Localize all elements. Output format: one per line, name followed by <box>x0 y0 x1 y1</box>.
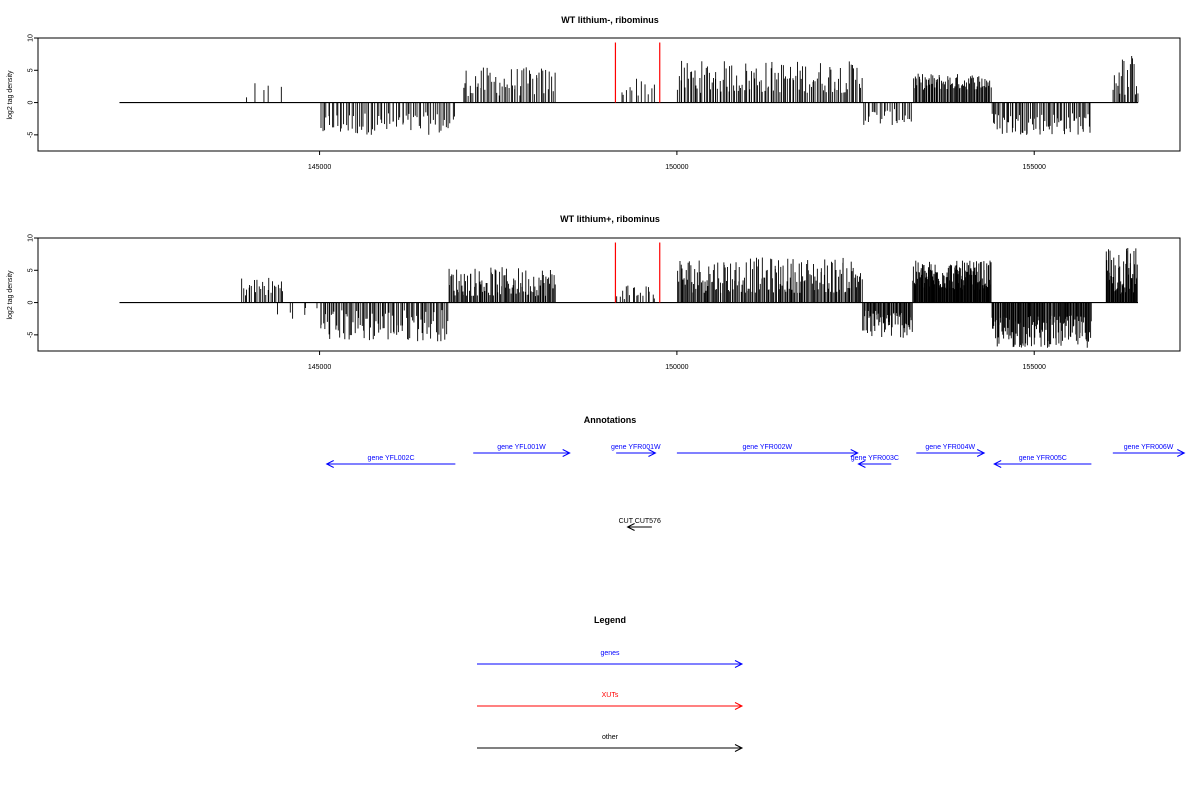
y-axis-label: log2 tag density <box>7 70 14 120</box>
x-tick-label: 145000 <box>308 164 331 171</box>
feature-label: gene YFL001W <box>497 444 546 451</box>
annotations-title: Annotations <box>584 415 637 425</box>
legend-label: XUTs <box>602 692 619 699</box>
feature-arrow <box>616 449 657 457</box>
signal-bars <box>119 42 1139 135</box>
feature-arrow <box>626 523 652 531</box>
feature-label: CUT CUT576 <box>619 518 661 525</box>
legend-item-other: other <box>477 734 744 752</box>
axis-ticks: -5 0 5 10 145000 150000 155000 <box>28 34 1047 171</box>
feature-label: gene YFR004W <box>925 444 975 451</box>
x-tick-label: 145000 <box>308 364 331 371</box>
annotation-feature: gene YFR004W <box>916 444 986 457</box>
feature-label: gene YFL002C <box>368 455 415 462</box>
y-axis-label: log2 tag density <box>7 270 14 320</box>
legend: Legend genes XUTs other <box>477 615 744 752</box>
x-tick-label: 150000 <box>665 164 688 171</box>
y-tick-label: -5 <box>28 332 35 338</box>
annotation-feature: gene YFL001W <box>473 444 571 457</box>
panel-title: WT lithium-, ribominus <box>561 15 659 25</box>
legend-label: genes <box>600 650 620 657</box>
x-tick-label: 150000 <box>665 364 688 371</box>
panel-lithium-minus: WT lithium-, ribominus log2 tag density … <box>7 15 1181 171</box>
y-tick-label: 0 <box>28 101 35 105</box>
legend-arrow-head <box>734 702 744 710</box>
arrow-head <box>1177 449 1186 457</box>
feature-label: gene YFR002W <box>742 444 792 451</box>
feature-arrow <box>857 460 892 468</box>
annotation-feature: gene YFR002W <box>676 444 859 457</box>
arrow-head <box>850 449 859 457</box>
annotation-feature: gene YFR005C <box>993 455 1092 468</box>
arrow-head <box>626 523 635 531</box>
arrow-head <box>325 460 334 468</box>
feature-label: gene YFR005C <box>1019 455 1067 462</box>
signal-bars <box>119 242 1138 348</box>
legend-title: Legend <box>594 615 626 625</box>
annotation-feature: gene YFR006W <box>1112 444 1186 457</box>
y-tick-label: -5 <box>28 132 35 138</box>
annotation-feature: gene YFR001W <box>611 444 661 457</box>
legend-arrow-head <box>734 660 744 668</box>
annotation-feature: gene YFL002C <box>325 455 456 468</box>
plot-frame <box>37 237 1181 352</box>
axis-ticks: -5 0 5 10 145000 150000 155000 <box>28 234 1047 371</box>
annotation-feature: gene YFR003C <box>851 455 899 468</box>
plot-frame <box>37 37 1181 152</box>
panel-title: WT lithium+, ribominus <box>560 214 660 224</box>
y-tick-label: 10 <box>28 234 35 242</box>
y-tick-label: 10 <box>28 34 35 42</box>
legend-item-genes: genes <box>477 650 744 668</box>
feature-arrow <box>473 449 571 457</box>
feature-arrow <box>1112 449 1186 457</box>
x-tick-label: 155000 <box>1023 364 1046 371</box>
feature-arrow <box>325 460 456 468</box>
arrow-head <box>857 460 866 468</box>
legend-item-xuts: XUTs <box>477 692 744 710</box>
annotations-track: Annotations gene YFL002C gene YFL001W gene… <box>325 415 1186 531</box>
feature-label: gene YFR006W <box>1124 444 1174 451</box>
y-tick-label: 5 <box>28 68 35 72</box>
x-tick-label: 155000 <box>1023 164 1046 171</box>
feature-arrow <box>676 449 859 457</box>
feature-label: gene YFR001W <box>611 444 661 451</box>
panel-lithium-plus: WT lithium+, ribominus log2 tag density … <box>7 214 1181 371</box>
arrow-head <box>648 449 657 457</box>
feature-arrow <box>916 449 986 457</box>
legend-arrow-head <box>734 744 744 752</box>
arrow-head <box>993 460 1002 468</box>
legend-label: other <box>602 734 619 741</box>
feature-label: gene YFR003C <box>851 455 899 462</box>
feature-arrow <box>993 460 1092 468</box>
annotation-feature: CUT CUT576 <box>619 518 661 531</box>
arrow-head <box>976 449 986 457</box>
y-tick-label: 0 <box>28 301 35 305</box>
y-tick-label: 5 <box>28 268 35 272</box>
arrow-head <box>562 449 571 457</box>
